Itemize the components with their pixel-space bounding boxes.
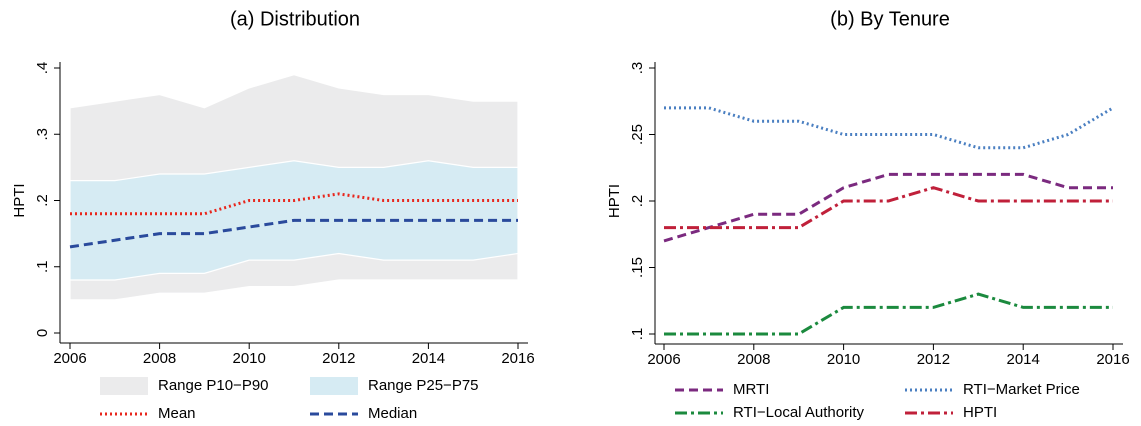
y-tick-label: .25: [629, 124, 646, 145]
x-tick-label: 2012: [917, 351, 950, 368]
x-tick-label: 2006: [647, 351, 680, 368]
legend-label: RTI−Local Authority: [733, 404, 865, 421]
y-tick-label: 0: [34, 329, 51, 337]
y-tick-label: .3: [34, 128, 51, 141]
x-tick-label: 2014: [1007, 351, 1040, 368]
x-tick-label: 2010: [233, 350, 266, 367]
y-tick-label: .4: [34, 62, 51, 75]
y-tick-label: .2: [34, 194, 51, 207]
series-line: [664, 186, 1113, 230]
series-line: [664, 292, 1113, 336]
chart-title: (a) Distribution: [230, 8, 360, 30]
x-tick-label: 2016: [501, 350, 534, 367]
series-line: [664, 106, 1114, 150]
legend-label: HPTI: [963, 404, 997, 421]
y-tick-label: .15: [629, 257, 646, 278]
y-tick-label: .1: [34, 260, 51, 273]
x-tick-label: 2010: [827, 351, 860, 368]
legend-swatch: [310, 377, 358, 395]
y-tick-label: .1: [629, 328, 646, 341]
y-axis-label: HPTI: [11, 183, 28, 217]
chart-title: (b) By Tenure: [830, 8, 950, 30]
y-tick-label: .2: [629, 195, 646, 208]
legend-label: Range P10−P90: [158, 377, 269, 394]
legend-label: RTI−Market Price: [963, 381, 1080, 398]
legend-label: Mean: [158, 405, 196, 422]
series-line: [69, 218, 518, 249]
legend-label: Median: [368, 405, 417, 422]
y-axis-label: HPTI: [606, 184, 623, 218]
x-tick-label: 2016: [1096, 351, 1129, 368]
x-tick-label: 2008: [737, 351, 770, 368]
legend-label: Range P25−P75: [368, 377, 479, 394]
x-tick-label: 2006: [53, 350, 86, 367]
series-line: [663, 172, 1113, 243]
legend-swatch: [100, 377, 148, 395]
y-tick-label: .3: [629, 62, 646, 75]
x-tick-label: 2014: [412, 350, 445, 367]
x-tick-label: 2008: [143, 350, 176, 367]
series-line: [70, 192, 518, 216]
x-tick-label: 2012: [322, 350, 355, 367]
legend-label: MRTI: [733, 381, 769, 398]
